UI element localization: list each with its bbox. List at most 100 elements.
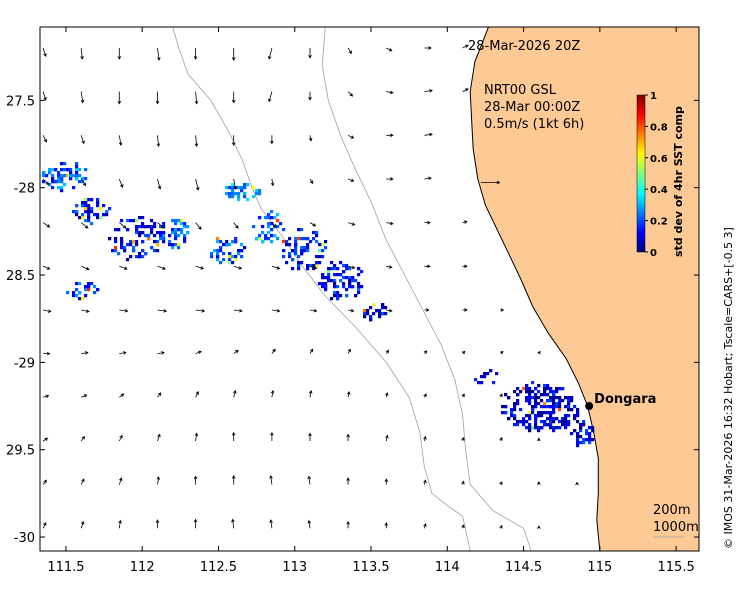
current-vector [347, 178, 355, 182]
sst-pixel [585, 438, 589, 442]
colorbar-tick-label: 1 [650, 91, 657, 102]
sst-pixel [75, 288, 79, 292]
sst-pixel [336, 267, 340, 271]
sst-pixel [327, 267, 331, 271]
sst-pixel [63, 168, 67, 172]
sst-pixel [336, 291, 340, 295]
current-vector [157, 265, 166, 270]
sst-pixel [78, 297, 82, 301]
sst-pixel [282, 255, 286, 259]
sst-pixel [270, 216, 274, 220]
current-vector [80, 178, 87, 187]
sst-pixel [219, 249, 223, 253]
sst-pixel [258, 216, 262, 220]
current-vector [575, 481, 579, 486]
sst-pixel [84, 294, 88, 298]
sst-pixel [87, 216, 91, 220]
sst-pixel [126, 228, 130, 232]
sst-pixel [180, 222, 184, 226]
sst-pixel [528, 396, 532, 400]
sst-pixel [174, 222, 178, 226]
sst-pixel [135, 231, 139, 235]
x-tick-label: 114 [435, 560, 460, 575]
sst-pixel [258, 189, 262, 193]
sst-pixel [132, 246, 136, 250]
sst-pixel [228, 243, 232, 247]
sst-pixel [585, 432, 589, 436]
sst-pixel [285, 261, 289, 265]
sst-pixel [324, 246, 328, 250]
current-vector [386, 308, 393, 313]
sst-pixel [99, 216, 103, 220]
sst-pixel [228, 255, 232, 259]
y-tick-label: -30 [14, 531, 35, 546]
sst-pixel [159, 234, 163, 238]
current-vector [195, 265, 205, 270]
sst-pixel [576, 420, 580, 424]
sst-pixel [312, 267, 316, 271]
sst-pixel [183, 240, 187, 244]
sst-pixel [48, 168, 52, 172]
current-vector [195, 222, 202, 230]
x-tick-label: 113 [282, 560, 307, 575]
current-vector [119, 393, 125, 398]
sst-pixel [345, 267, 349, 271]
sst-pixel [321, 243, 325, 247]
sst-pixel [315, 264, 319, 268]
sst-pixel [63, 174, 67, 178]
sst-pixel [114, 228, 118, 232]
sst-pixel [525, 384, 529, 388]
sst-pixel [51, 177, 55, 181]
current-vector [42, 222, 51, 228]
sst-pixel [369, 318, 373, 322]
sst-pixel [87, 288, 91, 292]
sst-pixel [180, 231, 184, 235]
sst-pixel [363, 315, 367, 319]
sst-pixel [534, 396, 538, 400]
sst-pixel [588, 438, 592, 442]
sst-pixel [90, 222, 94, 226]
sst-pixel [321, 285, 325, 289]
sst-pixel [528, 414, 532, 418]
sst-pixel [525, 414, 529, 418]
sst-pixel [324, 240, 328, 244]
sst-pixel [228, 261, 232, 265]
current-vector [157, 351, 165, 355]
current-vector [194, 91, 199, 105]
sst-pixel [252, 225, 256, 229]
current-vector [462, 88, 469, 92]
sst-pixel [315, 255, 319, 259]
sst-pixel [267, 231, 271, 235]
sst-pixel [483, 372, 487, 376]
sst-pixel [549, 423, 553, 427]
sst-pixel [114, 249, 118, 253]
sst-pixel [576, 435, 580, 439]
sst-pixel [231, 255, 235, 259]
sst-pixel [72, 291, 76, 295]
current-vector [386, 90, 394, 95]
current-vector [156, 135, 161, 148]
x-tick-label: 115 [587, 560, 612, 575]
sst-pixel [354, 279, 358, 283]
sst-pixel [543, 387, 547, 391]
sst-pixel [78, 282, 82, 286]
sst-pixel [582, 441, 586, 445]
sst-pixel [129, 243, 133, 247]
current-vector [384, 478, 389, 485]
current-vector [271, 222, 277, 228]
sst-pixel [69, 168, 73, 172]
sst-pixel [558, 426, 562, 430]
sst-pixel [510, 411, 514, 415]
current-vector [195, 350, 202, 354]
current-vector [269, 519, 273, 529]
current-vector [308, 389, 313, 398]
current-vector [80, 47, 84, 60]
sst-pixel [555, 405, 559, 409]
sst-pixel [273, 216, 277, 220]
y-tick-label: 29.5 [6, 444, 35, 459]
sst-pixel [381, 303, 385, 307]
sst-pixel [339, 294, 343, 298]
sst-pixel [102, 204, 106, 208]
sst-pixel [555, 387, 559, 391]
